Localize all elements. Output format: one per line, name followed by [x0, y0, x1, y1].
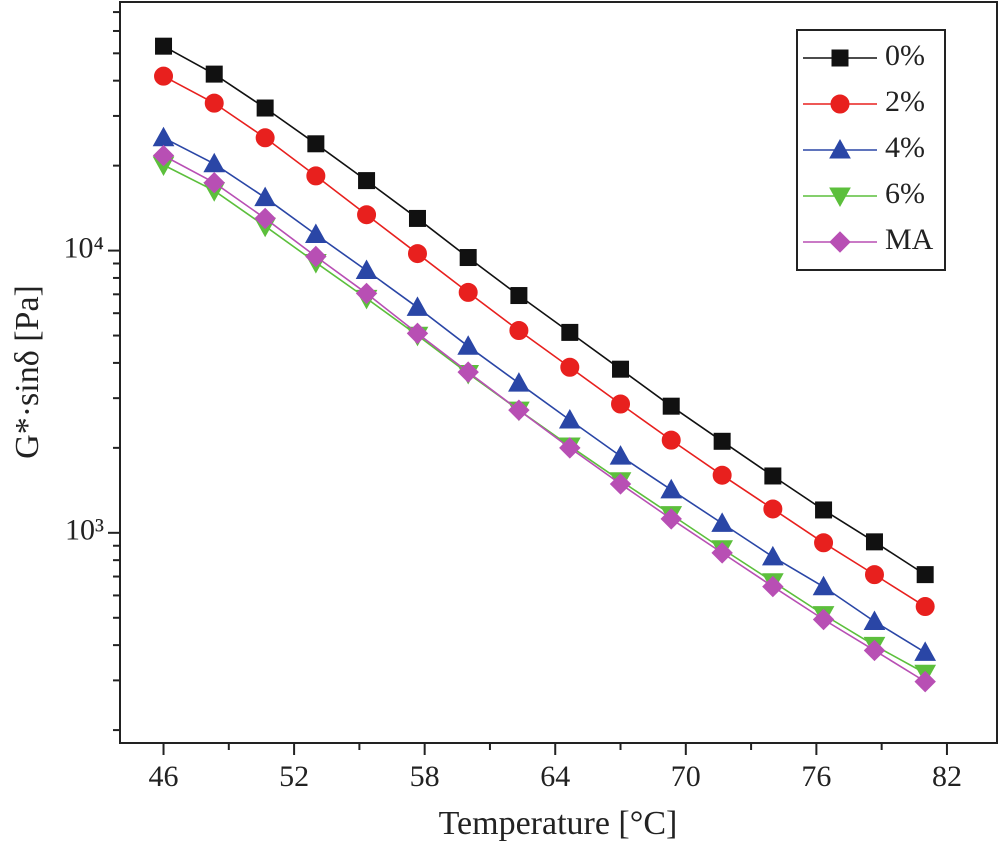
marker: [255, 128, 275, 148]
marker: [254, 186, 277, 207]
y-axis-label: G*·sinδ [Pa]: [9, 285, 46, 459]
marker: [711, 512, 733, 532]
marker: [560, 357, 580, 377]
legend-label: 6%: [885, 177, 925, 210]
series-line: [163, 154, 926, 683]
marker: [609, 445, 632, 465]
marker: [205, 65, 223, 83]
marker: [509, 321, 529, 341]
marker: [865, 533, 883, 551]
marker: [662, 397, 680, 415]
marker: [406, 296, 429, 316]
series-line: [163, 75, 926, 608]
marker: [307, 135, 325, 153]
x-tick-label: 46: [149, 760, 179, 793]
marker: [764, 467, 782, 485]
marker: [611, 394, 631, 414]
marker: [812, 608, 835, 631]
x-tick-label: 82: [932, 760, 962, 793]
marker: [204, 93, 224, 113]
marker: [863, 610, 886, 631]
marker: [829, 231, 851, 253]
marker: [915, 597, 935, 617]
legend-label: MA: [885, 223, 934, 256]
marker: [305, 223, 327, 244]
x-tick-label: 52: [279, 760, 309, 793]
series-line: [163, 45, 926, 576]
marker: [203, 152, 226, 173]
marker: [830, 94, 850, 114]
x-tick-label: 76: [801, 760, 831, 793]
marker: [561, 323, 579, 341]
marker: [256, 99, 274, 117]
marker: [661, 430, 681, 450]
marker: [914, 670, 936, 693]
marker: [815, 501, 833, 519]
x-tick-label: 64: [540, 760, 570, 793]
marker: [863, 639, 886, 662]
marker: [458, 282, 478, 302]
marker: [763, 499, 783, 519]
marker: [660, 478, 683, 499]
marker: [155, 37, 173, 55]
x-tick-label: 70: [671, 760, 701, 793]
marker: [712, 465, 732, 485]
marker: [152, 144, 175, 167]
marker: [407, 244, 427, 264]
y-tick-label: 10³: [65, 514, 104, 547]
marker: [762, 545, 784, 566]
marker: [154, 66, 174, 86]
marker: [306, 166, 326, 186]
marker: [457, 335, 480, 355]
x-axis-label: Temperature [°C]: [439, 805, 678, 842]
x-tick-label: 58: [410, 760, 440, 793]
marker: [558, 408, 581, 429]
marker: [916, 566, 934, 584]
marker: [914, 641, 937, 661]
marker: [408, 209, 426, 227]
marker: [612, 360, 630, 378]
legend-label: 4%: [885, 131, 925, 164]
marker: [358, 172, 376, 190]
marker: [812, 575, 835, 596]
marker: [762, 575, 784, 598]
legend-label: 0%: [885, 39, 925, 72]
marker: [357, 205, 377, 225]
plot-frame: [119, 1, 998, 744]
marker: [609, 473, 632, 495]
marker: [831, 49, 849, 67]
marker: [508, 399, 530, 421]
legend-label: 2%: [885, 85, 925, 118]
marker: [814, 533, 834, 553]
marker: [829, 138, 851, 159]
marker: [559, 437, 581, 459]
marker: [305, 245, 327, 268]
marker: [829, 187, 851, 208]
marker: [254, 207, 276, 230]
marker: [864, 565, 884, 585]
marker: [510, 287, 528, 305]
marker: [508, 372, 530, 392]
marker: [711, 542, 733, 564]
marker: [203, 171, 225, 194]
marker: [713, 432, 731, 450]
marker: [457, 361, 479, 383]
y-tick-label: 10⁴: [64, 231, 104, 264]
series-line: [163, 137, 926, 654]
marker: [406, 322, 429, 345]
marker: [152, 126, 175, 147]
marker: [660, 508, 682, 530]
marker: [459, 249, 477, 267]
marker: [355, 282, 378, 305]
marker: [355, 259, 378, 280]
